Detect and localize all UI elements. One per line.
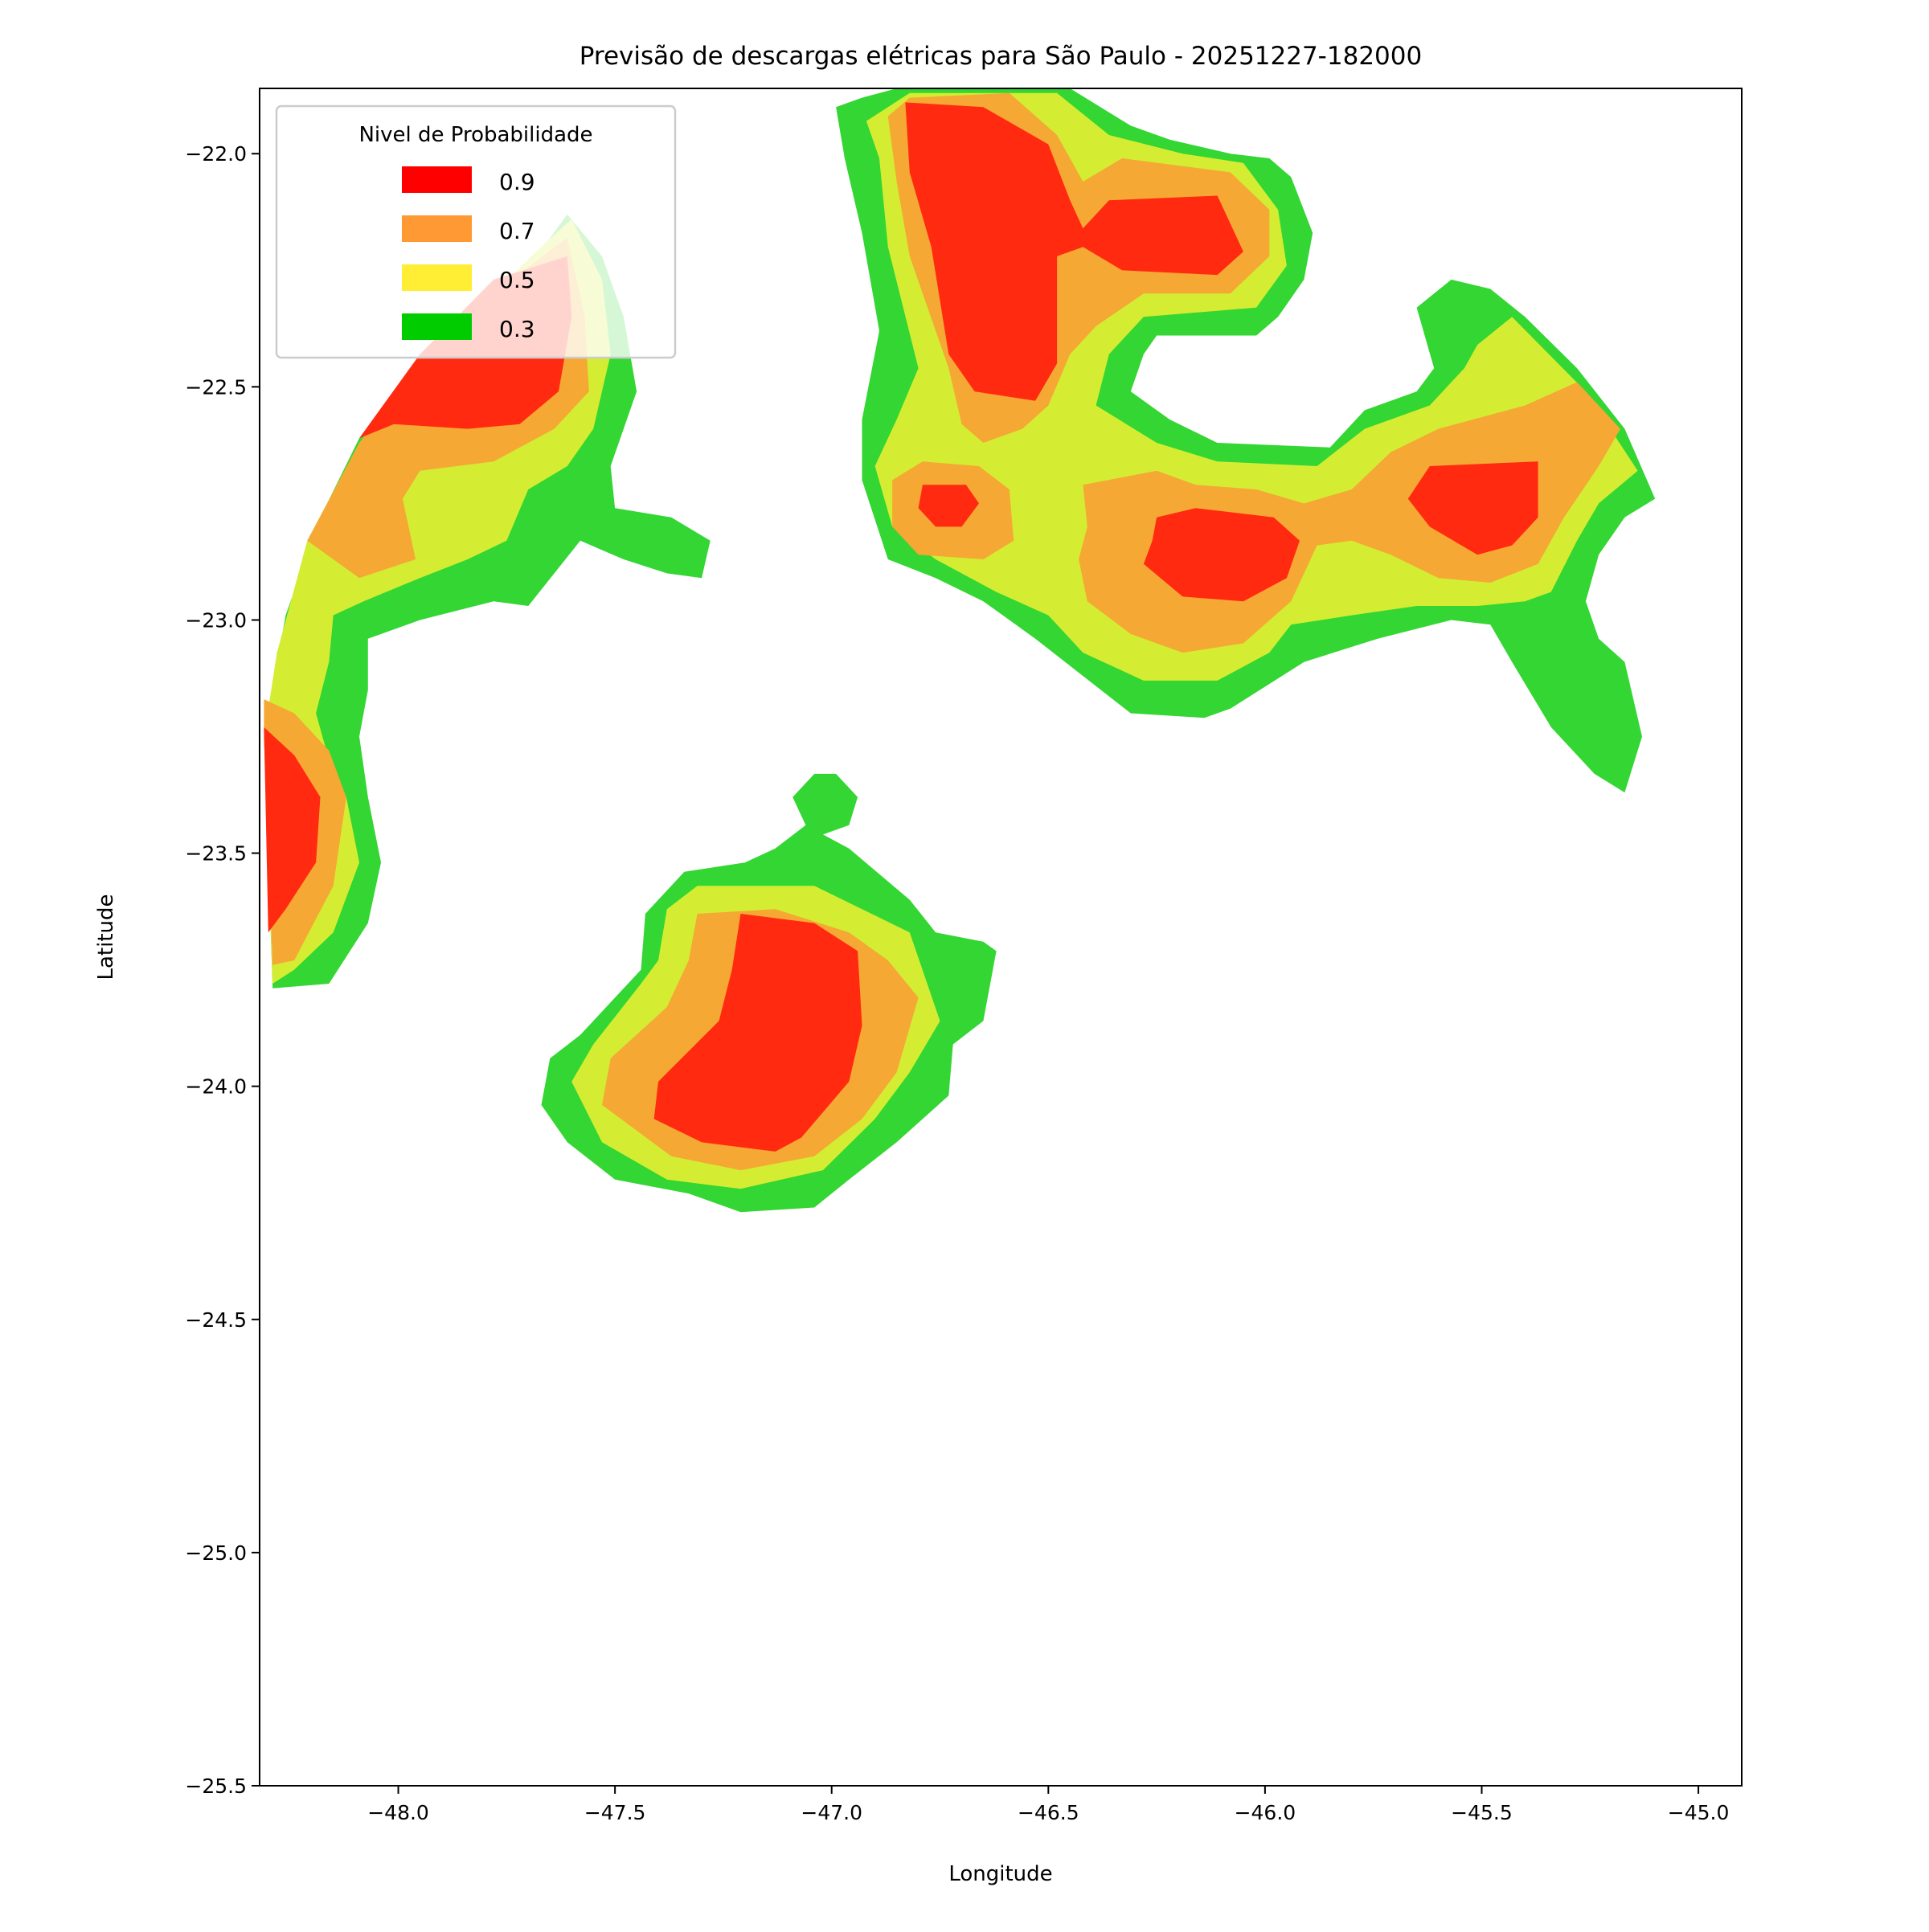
y-tick-label: −25.0: [185, 1541, 247, 1565]
contour-region-09-4: [1143, 508, 1300, 602]
contour-region-09-2: [905, 102, 1243, 401]
legend-label: 0.5: [499, 267, 535, 293]
legend: Nivel de Probabilidade 0.9 0.7 0.5 0.3: [275, 104, 677, 359]
contour-region-09-3: [918, 485, 979, 527]
contour-region-09-6: [653, 914, 862, 1152]
legend-title: Nivel de Probabilidade: [358, 123, 592, 147]
y-tick-label: −22.5: [185, 375, 247, 399]
y-axis: −22.0 −22.5 −23.0 −23.5 −24.0 −24.5 −25.0 −25.5: [185, 142, 260, 1798]
legend-label: 0.3: [499, 316, 535, 342]
legend-box: [275, 104, 677, 359]
chart-title: Previsão de descargas elétricas para São…: [580, 42, 1422, 71]
x-tick-label: −46.5: [1018, 1801, 1079, 1824]
x-tick-label: −45.5: [1451, 1801, 1513, 1824]
legend-swatch: [402, 215, 472, 242]
contour-region-09-5: [1407, 461, 1538, 555]
legend-label: 0.7: [499, 218, 535, 244]
y-tick-label: −25.5: [185, 1774, 247, 1798]
x-tick-label: −47.0: [801, 1801, 862, 1824]
x-axis-label: Longitude: [948, 1862, 1052, 1886]
legend-label: 0.9: [499, 169, 535, 195]
y-tick-label: −22.0: [185, 142, 247, 166]
x-tick-label: −47.5: [584, 1801, 646, 1824]
x-tick-label: −45.0: [1668, 1801, 1730, 1824]
contour-region-03-0: [264, 214, 711, 989]
y-tick-label: −24.5: [185, 1308, 247, 1332]
legend-swatch: [402, 264, 472, 291]
x-tick-label: −46.0: [1235, 1801, 1296, 1824]
y-tick-label: −23.0: [185, 608, 247, 632]
y-tick-label: −24.0: [185, 1075, 247, 1099]
y-tick-label: −23.5: [185, 842, 247, 866]
legend-swatch: [402, 166, 472, 193]
plot-frame: [259, 88, 1743, 1787]
contour-layer: [264, 88, 1656, 1213]
x-tick-label: −48.0: [367, 1801, 429, 1824]
x-axis: −48.0 −47.5 −47.0 −46.5 −46.0 −45.5 −45.0: [367, 1786, 1729, 1824]
legend-swatch: [402, 313, 472, 340]
y-axis-label: Latitude: [94, 894, 118, 980]
contour-region-09-1: [264, 727, 321, 933]
